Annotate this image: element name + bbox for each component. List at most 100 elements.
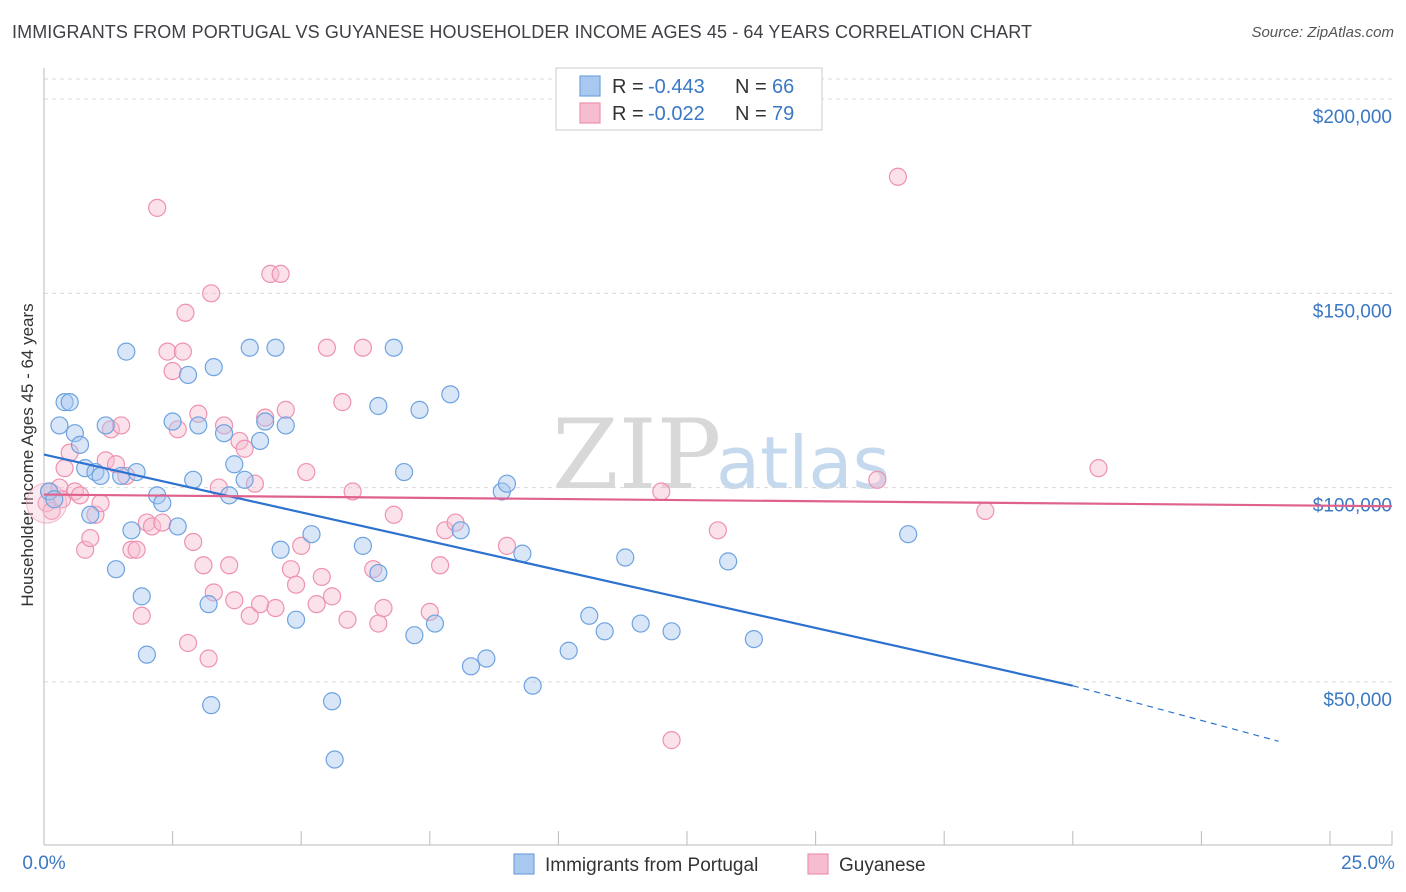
point-portugal (580, 606, 599, 625)
point-guyanese (250, 595, 270, 614)
x-axis-ticks (172, 831, 1393, 845)
point-portugal (55, 393, 74, 412)
point-portugal (271, 540, 290, 559)
x-tick-label-min: 0.0% (22, 853, 65, 874)
point-guyanese (353, 338, 373, 357)
point-portugal (899, 525, 918, 544)
point-portugal (616, 548, 635, 567)
point-guyanese (81, 528, 100, 548)
point-portugal (122, 521, 141, 540)
legend-r-label-portugal: R = (612, 76, 644, 98)
point-guyanese (153, 513, 172, 532)
point-guyanese (42, 501, 61, 520)
point-portugal (266, 338, 285, 357)
point-portugal (461, 657, 481, 676)
point-portugal (204, 358, 223, 377)
point-guyanese (122, 540, 141, 559)
point-guyanese (976, 501, 995, 520)
watermark-atlas: atlas (716, 421, 890, 505)
legend-swatch-portugal (579, 75, 601, 97)
point-guyanese (204, 583, 223, 602)
point-portugal (384, 338, 403, 357)
point-portugal (127, 462, 146, 482)
point-portugal (137, 645, 156, 664)
point-portugal (240, 338, 259, 357)
bottom-legend: Immigrants from Portugal Guyanese (513, 853, 926, 876)
legend-r-value-guyanese: -0.022 (648, 103, 705, 125)
point-guyanese (338, 610, 357, 629)
point-portugal (286, 610, 306, 629)
point-guyanese (202, 284, 221, 303)
point-portugal (199, 595, 218, 614)
point-portugal (250, 431, 270, 451)
chart-title: IMMIGRANTS FROM PORTUGAL VS GUYANESE HOU… (12, 22, 1033, 42)
point-portugal (451, 521, 470, 540)
y-tick-label-50000: $50,000 (1323, 690, 1392, 711)
point-portugal (168, 517, 187, 536)
point-portugal (70, 435, 90, 454)
point-guyanese (322, 587, 342, 606)
point-guyanese (369, 614, 388, 633)
point-portugal (477, 649, 496, 668)
legend-r-value-portugal: -0.443 (648, 76, 705, 98)
legend-swatch-guyanese (579, 102, 601, 124)
point-guyanese (266, 598, 285, 618)
point-guyanese (343, 482, 362, 501)
point-portugal (719, 552, 738, 571)
point-guyanese (276, 400, 295, 419)
point-portugal (276, 416, 295, 435)
point-portugal (214, 424, 234, 443)
point-portugal (405, 626, 424, 645)
point-portugal (202, 696, 221, 715)
source-label: Source: ZipAtlas.com (1251, 24, 1394, 41)
point-guyanese (158, 342, 177, 361)
point-guyanese (333, 393, 352, 412)
point-portugal (60, 393, 79, 412)
point-guyanese (297, 462, 316, 482)
point-guyanese (708, 521, 727, 540)
legend-n-label-portugal: N = (735, 76, 767, 98)
bottom-legend-swatch-portugal (513, 853, 535, 875)
point-guyanese (888, 167, 908, 186)
point-guyanese (292, 536, 311, 555)
point-portugal (117, 342, 136, 361)
point-guyanese (245, 474, 265, 493)
point-guyanese (261, 264, 280, 284)
point-guyanese (652, 482, 671, 501)
point-guyanese (497, 536, 517, 555)
point-portugal (50, 416, 69, 435)
point-guyanese (106, 455, 126, 474)
legend: R = -0.443 N = 66 R = -0.022 N = 79 (555, 67, 823, 131)
point-portugal (425, 614, 445, 633)
legend-n-value-guyanese: 79 (772, 103, 794, 125)
point-guyanese (384, 505, 403, 524)
point-portugal (106, 560, 126, 579)
point-guyanese (374, 598, 393, 618)
point-guyanese (271, 264, 290, 284)
point-portugal (256, 412, 275, 431)
point-guyanese (142, 517, 162, 536)
point-portugal (410, 400, 429, 419)
point-guyanese (281, 560, 301, 579)
point-guyanese (430, 556, 450, 575)
point-guyanese (163, 361, 182, 381)
point-portugal (163, 412, 182, 431)
point-portugal (441, 385, 460, 404)
y-tick-label-150000: $150,000 (1313, 301, 1392, 322)
point-portugal (45, 490, 64, 509)
point-portugal (559, 641, 578, 660)
point-guyanese (662, 731, 681, 750)
point-portugal (744, 629, 763, 649)
trend-line-portugal (43, 453, 1074, 687)
point-guyanese (420, 602, 439, 622)
point-guyanese (307, 595, 326, 614)
point-portugal (178, 365, 198, 385)
point-guyanese (176, 303, 195, 322)
series-portugal (40, 338, 918, 769)
point-portugal (96, 416, 115, 435)
point-guyanese (178, 633, 198, 653)
point-portugal (523, 676, 542, 695)
trend-line-guyanese (43, 493, 1393, 508)
point-guyanese (214, 416, 234, 435)
watermark-zip: ZIP (552, 399, 721, 511)
